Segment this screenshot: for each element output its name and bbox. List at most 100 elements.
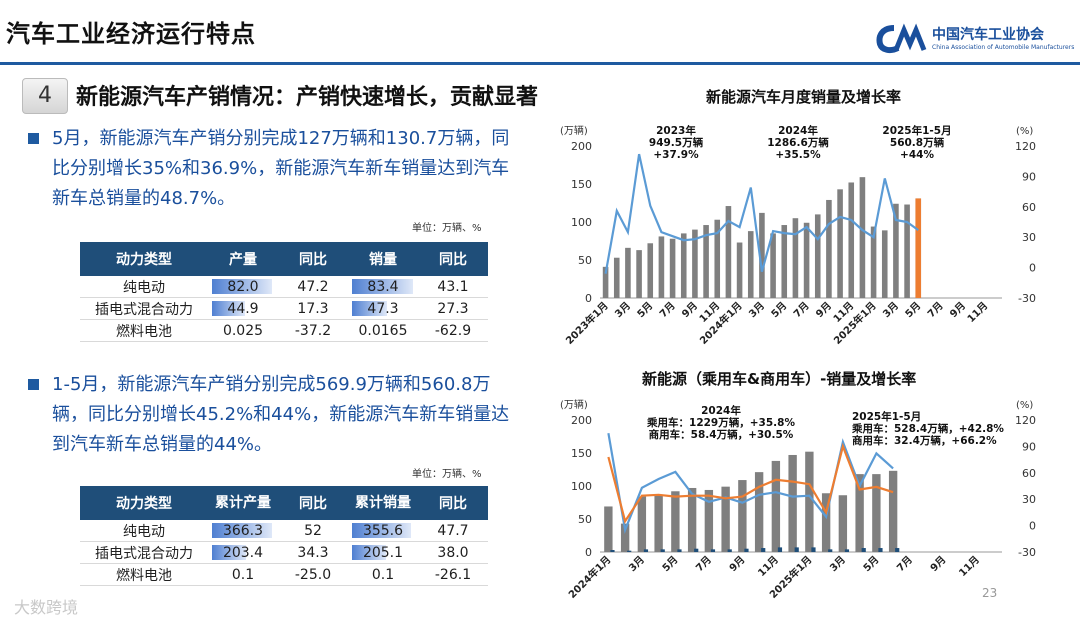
bullet-text: 5月，新能源汽车产销分别完成127万辆和130.7万辆，同比分别增长35%和36… — [52, 128, 510, 209]
data-bar-销量 — [636, 250, 642, 298]
annotation-text: 2024年 — [778, 124, 818, 137]
data-bar-商用车销量 — [643, 549, 649, 552]
y-tick-right: 30 — [1022, 231, 1036, 244]
data-bar-销量 — [881, 230, 888, 298]
data-bar-商用车销量 — [744, 548, 749, 552]
cell-sales: 355.6 — [348, 520, 418, 542]
col-header-sales: 销量 — [348, 242, 418, 276]
cell-type: 燃料电池 — [80, 319, 208, 342]
data-bar-乘用车销量 — [771, 460, 781, 552]
data-bar — [352, 523, 411, 538]
data-bar-销量 — [602, 266, 609, 298]
cell-production-yoy: -37.2 — [278, 319, 348, 342]
y-axis-right-label: (%) — [1016, 400, 1033, 411]
y-tick-left: 100 — [571, 480, 592, 493]
data-bar-销量 — [680, 233, 687, 298]
x-tick-label: 5月 — [660, 554, 680, 574]
data-bar-商用车销量 — [895, 548, 900, 552]
data-bar-销量 — [613, 257, 620, 298]
table-row: 纯电动 82.0 47.2 83.4 43.1 — [80, 276, 488, 298]
data-bar-乘用车销量 — [888, 470, 898, 552]
data-bar-商用车销量 — [761, 548, 766, 552]
chart2-title: 新能源（乘用车&商用车）-销量及增长率 — [642, 370, 917, 388]
data-bar-乘用车销量 — [654, 495, 663, 552]
cell-sales: 0.0165 — [348, 319, 418, 342]
data-bar-销量 — [747, 231, 754, 298]
cell-value: 0.0165 — [358, 322, 408, 339]
cell-sales-yoy: 27.3 — [418, 297, 488, 320]
data-bar-销量 — [625, 247, 631, 298]
y-tick-right: 90 — [1022, 170, 1036, 183]
data-bar-销量 — [781, 225, 788, 298]
chart1-title: 新能源汽车月度销量及增长率 — [706, 88, 902, 106]
cell-type: 纯电动 — [80, 276, 208, 298]
annotation-text: 2023年 — [656, 124, 696, 137]
cell-sales: 47.3 — [348, 297, 418, 320]
data-bar-商用车销量 — [811, 547, 816, 552]
data-bar — [212, 279, 273, 294]
data-bar-销量 — [814, 214, 821, 298]
data-bar-乘用车销量 — [738, 480, 747, 552]
data-line-增长率 — [604, 153, 919, 274]
col-header-cum-prod: 累计产量 — [208, 486, 278, 520]
bullet-square-icon — [28, 379, 39, 390]
y-tick-right: -30 — [1018, 292, 1036, 305]
table-row: 燃料电池 0.025 -37.2 0.0165 -62.9 — [80, 319, 488, 342]
watermark-text: 大数跨境 — [14, 598, 79, 617]
y-tick-left: 100 — [571, 216, 592, 229]
cell-value: 0.025 — [222, 322, 264, 339]
col-header-sales-yoy: 同比 — [418, 242, 488, 276]
x-tick-label: 11月 — [756, 554, 781, 579]
y-tick-right: -30 — [1018, 546, 1036, 559]
col-header-prod-yoy: 同比 — [278, 242, 348, 276]
annotation-text: 1286.6万辆 — [767, 136, 829, 149]
data-line-乘用车增长率 — [607, 433, 894, 535]
annotation-text: 乘用车：528.4万辆，+42.8% — [851, 422, 1004, 435]
cell-production-yoy: 52 — [278, 520, 348, 542]
x-tick-label: 2023年1月 — [563, 299, 611, 347]
y-tick-left: 150 — [571, 447, 592, 460]
data-bar — [352, 279, 414, 294]
x-tick-label: 5月 — [861, 554, 881, 574]
annotation-text: 949.5万辆 — [649, 136, 704, 149]
data-bar-乘用车销量 — [788, 454, 797, 552]
annotation-text: +37.9% — [653, 149, 699, 161]
logo-name-en: China Association of Automobile Manufact… — [932, 44, 1075, 51]
data-bar-销量 — [658, 236, 665, 298]
table-may-by-powertrain: 动力类型 产量 同比 销量 同比 纯电动 82.0 47.2 83.4 43.1 插电式混… — [80, 242, 488, 342]
data-bar-乘用车销量 — [620, 523, 630, 552]
x-tick-label: 2024年1月 — [566, 553, 614, 601]
cell-type: 插电式混合动力 — [80, 297, 208, 320]
data-bar-销量 — [736, 242, 743, 298]
data-bar-销量 — [669, 238, 676, 298]
cell-sales-yoy: -26.1 — [418, 563, 488, 586]
x-tick-label: 9月 — [928, 554, 948, 574]
cell-value: 47.3 — [367, 300, 399, 317]
x-tick-label: 11月 — [957, 554, 982, 579]
cell-sales: 0.1 — [348, 563, 418, 586]
col-header-prod: 产量 — [208, 242, 278, 276]
cell-sales-yoy: 38.0 — [418, 541, 488, 564]
annotation-text: 2025年1-5月 — [882, 124, 951, 137]
annotation-text: 乘用车：1229万辆，+35.8% — [646, 416, 795, 429]
data-bar-商用车销量 — [878, 548, 883, 552]
cell-type: 纯电动 — [80, 520, 208, 542]
section-title: 新能源汽车产销情况：产销快速增长，贡献显著 — [76, 85, 539, 110]
data-bar-销量 — [647, 243, 654, 298]
data-bar-销量 — [859, 177, 866, 298]
page-title: 汽车工业经济运行特点 — [6, 20, 256, 48]
data-bar-乘用车销量 — [805, 451, 814, 552]
chart-passenger-commercial-sales: (万辆) (%) 200 150 100 50 0 120 90 60 30 0 -30 2024年1月 3… — [560, 398, 1036, 601]
y-tick-left: 200 — [571, 140, 592, 153]
cell-sales: 83.4 — [348, 276, 418, 298]
x-tick-label: 7月 — [791, 300, 811, 320]
y-tick-right: 60 — [1022, 201, 1036, 214]
table-row: 纯电动 366.3 52 355.6 47.7 — [80, 520, 488, 542]
data-bar-商用车销量 — [777, 547, 783, 552]
cell-production: 44.9 — [208, 297, 278, 320]
bullet-text: 1-5月，新能源汽车产销分别完成569.9万辆和560.8万辆，同比分别增长45… — [52, 374, 510, 455]
data-bar-销量 — [870, 226, 877, 298]
x-tick-label: 11月 — [965, 300, 990, 325]
col-header-cum-sales: 累计销量 — [348, 486, 418, 520]
cell-sales-yoy: -62.9 — [418, 319, 488, 342]
